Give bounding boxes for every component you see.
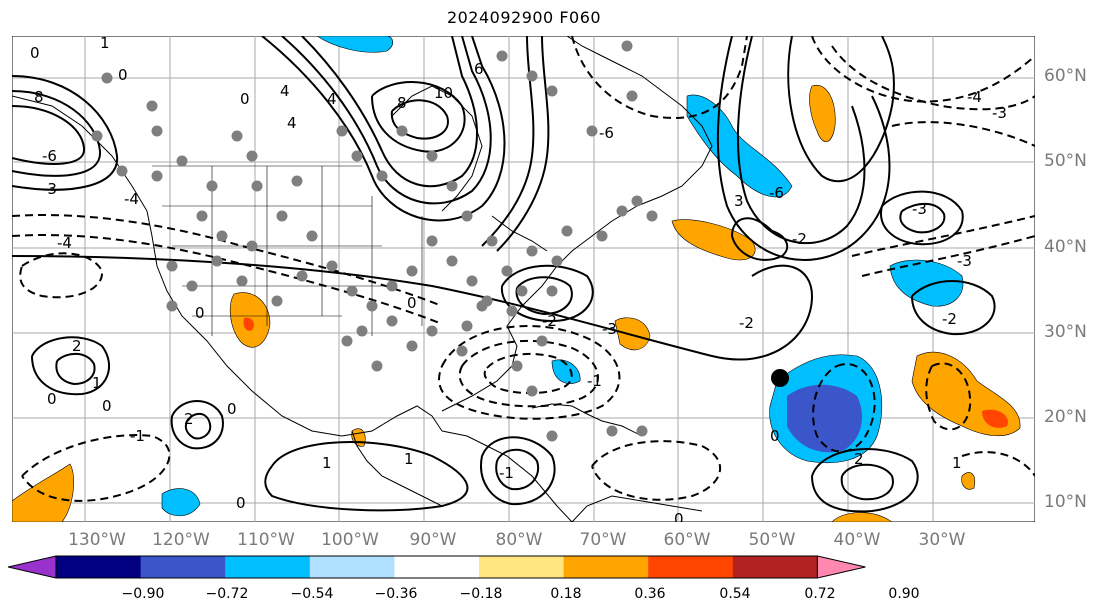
colorbar-segments (8, 555, 866, 579)
contour-label: -1 (130, 427, 145, 445)
lon-label: 90°W (409, 530, 457, 550)
colorbar-segment (648, 556, 734, 578)
contour-label: 1 (92, 374, 102, 392)
contour-label: -1 (499, 464, 514, 482)
contour-label: -3 (912, 200, 927, 218)
colorbar-segment (563, 556, 649, 578)
contour-label: 1 (952, 454, 962, 472)
colorbar-label: −0.54 (290, 586, 334, 602)
lat-label: 30°N (1044, 322, 1087, 342)
contour-label: 8 (397, 94, 407, 112)
contour-label: -6 (42, 147, 57, 165)
contour-label: -6 (599, 124, 614, 142)
contour-label: 1 (100, 36, 110, 52)
contour-label: 10 (434, 84, 453, 102)
contour-label: 4 (287, 114, 297, 132)
contour-label: 2 (854, 450, 864, 468)
contour-label: -2 (542, 312, 557, 330)
colorbar-label: 0.54 (719, 586, 751, 602)
colorbar-label: −0.18 (459, 586, 503, 602)
contour-label: 6 (474, 60, 484, 78)
colorbar-extension-low (8, 555, 57, 579)
colorbar-extension-high (816, 555, 866, 579)
lon-label: 40°W (833, 530, 881, 550)
contour-label: 0 (236, 494, 246, 512)
state-borders (152, 165, 423, 336)
lon-label: 120°W (152, 530, 210, 550)
shaded-fields (12, 36, 1021, 522)
lon-label: 110°W (237, 530, 295, 550)
colorbar-label: −0.72 (205, 586, 249, 602)
contour-label: -3 (992, 104, 1007, 122)
colorbar (8, 555, 866, 579)
colorbar-segment (140, 556, 226, 578)
lon-label: 100°W (321, 530, 379, 550)
contour-labels: 0 1 0 8 -6 -3 -4 -4 0 4 4 4 8 10 6 -6 -6… (30, 36, 1007, 522)
colorbar-label: −0.90 (121, 586, 165, 602)
colorbar-segment (479, 556, 565, 578)
lon-label: 130°W (68, 530, 126, 550)
contour-label: 2 (72, 337, 82, 355)
contour-label: -6 (769, 184, 784, 202)
contour-label: -4 (967, 88, 982, 106)
contour-label: 4 (280, 82, 290, 100)
contour-label: 0 (47, 390, 57, 408)
colorbar-segment (394, 556, 480, 578)
contour-label: 4 (327, 90, 337, 108)
observation-dots (91, 40, 658, 442)
contour-label: -3 (602, 320, 617, 338)
colorbar-segment (309, 556, 395, 578)
contour-label: -3 (42, 180, 57, 198)
contour-label: 0 (674, 510, 684, 522)
lon-label: 80°W (495, 530, 543, 550)
contour-label: 0 (227, 400, 237, 418)
colorbar-segment (225, 556, 311, 578)
storm-center-marker (771, 369, 789, 387)
contour-label: 0 (240, 90, 250, 108)
lon-label: 50°W (748, 530, 796, 550)
contour-label: 1 (322, 454, 332, 472)
lat-label: 40°N (1044, 237, 1087, 257)
contour-label: 1 (404, 450, 414, 468)
colorbar-segment (56, 556, 142, 578)
lat-label: 10°N (1044, 492, 1087, 512)
forecast-map: 0 1 0 8 -6 -3 -4 -4 0 4 4 4 8 10 6 -6 -6… (12, 36, 1035, 522)
contour-label: 0 (102, 397, 112, 415)
contour-label: 0 (407, 294, 417, 312)
map-title: 2024092900 F060 (446, 8, 602, 27)
contour-label: 0 (770, 427, 780, 445)
colorbar-label: 0.18 (550, 586, 582, 602)
contour-label: -4 (57, 234, 72, 252)
contour-label: -2 (739, 314, 754, 332)
contour-label: -2 (942, 310, 957, 328)
colorbar-label: −0.36 (374, 586, 418, 602)
colorbar-label: 0.36 (634, 586, 666, 602)
contour-label: 0 (118, 66, 128, 84)
contour-label: -2 (792, 230, 807, 248)
lat-label: 20°N (1044, 407, 1087, 427)
lon-label: 30°W (918, 530, 966, 550)
lon-label: 70°W (579, 530, 627, 550)
lon-label: 60°W (663, 530, 711, 550)
lat-label: 60°N (1044, 66, 1087, 86)
lat-label: 50°N (1044, 151, 1087, 171)
contour-label: -1 (587, 372, 602, 390)
contour-label: 3 (734, 192, 744, 210)
contour-label: 8 (34, 88, 44, 106)
colorbar-segment (732, 556, 818, 578)
contour-label: 0 (30, 44, 40, 62)
contour-label: -3 (957, 252, 972, 270)
contour-label: 2 (184, 410, 194, 428)
contour-label: 0 (195, 304, 205, 322)
dashed-contours (12, 36, 1035, 502)
contour-label: -4 (124, 190, 139, 208)
colorbar-label: 0.90 (888, 586, 920, 602)
colorbar-label: 0.72 (804, 586, 836, 602)
